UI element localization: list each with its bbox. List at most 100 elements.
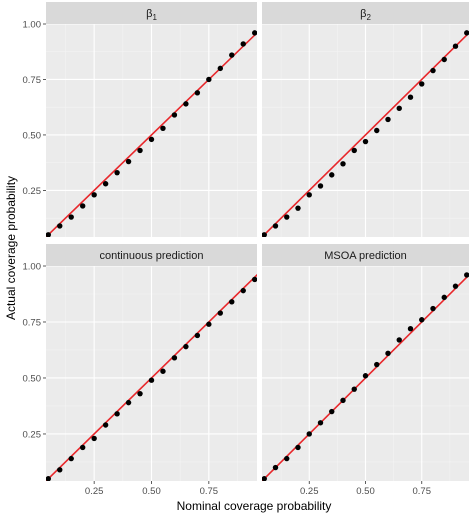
data-point	[317, 183, 324, 189]
data-point	[148, 136, 155, 143]
data-point	[272, 464, 279, 471]
y-axis-ticks: 0.25 0.50 0.75 1.00 0.25 0.50 0.75 1.00	[23, 20, 46, 440]
data-point	[252, 30, 257, 36]
data-point	[194, 90, 201, 96]
data-point	[68, 455, 74, 462]
reference-line	[46, 273, 257, 481]
data-point	[183, 101, 189, 107]
data-point	[452, 43, 459, 49]
data-point	[206, 321, 212, 327]
x-axis-title: Nominal coverage probability	[177, 499, 332, 513]
data-point	[464, 30, 469, 36]
x-axis-ticks: 0.25 0.50 0.75 0.25 0.50 0.75	[85, 481, 431, 497]
data-point	[441, 56, 447, 63]
facet-strip-label: β2	[360, 8, 371, 22]
data-point	[340, 397, 346, 404]
data-point	[125, 158, 132, 165]
facet-strip	[46, 244, 257, 266]
facet-strip-label: MSOA prediction	[324, 250, 407, 262]
data-point	[407, 326, 414, 332]
data-point	[329, 408, 335, 415]
data-point	[102, 422, 109, 428]
x-tick-label: 0.25	[300, 486, 319, 497]
y-axis-title: Actual coverage probability	[4, 176, 18, 320]
data-point	[317, 420, 324, 426]
x-tick-label: 0.75	[200, 486, 219, 497]
data-point	[374, 127, 380, 134]
data-point	[217, 310, 224, 316]
data-point	[57, 467, 63, 473]
facet-panel: β2	[262, 2, 469, 237]
y-tick-label: 0.75	[23, 75, 42, 86]
data-point	[79, 203, 86, 209]
facet-panels: β1 β2 continuous prediction MSOA prediction	[46, 2, 469, 481]
facet-strip	[262, 244, 469, 266]
x-tick-label: 0.50	[356, 486, 375, 497]
data-point	[385, 116, 391, 123]
data-point	[171, 355, 178, 361]
data-point	[306, 431, 312, 437]
data-point	[329, 172, 335, 178]
data-point	[385, 350, 391, 357]
data-point	[284, 455, 290, 462]
data-point	[452, 283, 459, 289]
data-point	[362, 373, 369, 379]
data-point	[295, 205, 301, 211]
data-point	[91, 435, 97, 442]
y-tick-label: 0.75	[23, 317, 42, 328]
data-point	[206, 76, 212, 83]
x-tick-label: 0.50	[142, 486, 161, 497]
data-point	[306, 192, 312, 198]
data-point	[272, 223, 279, 229]
x-tick-label: 0.75	[413, 486, 432, 497]
data-point	[183, 343, 189, 350]
data-point	[340, 161, 346, 167]
data-point	[114, 411, 120, 417]
data-point	[91, 192, 97, 198]
data-point	[229, 52, 235, 58]
facet-strip	[262, 2, 469, 24]
data-point	[284, 214, 290, 220]
data-point	[419, 81, 425, 87]
data-point	[79, 444, 86, 451]
data-point	[295, 444, 301, 451]
y-tick-label: 0.25	[23, 429, 42, 440]
facet-strip-label: β1	[146, 8, 157, 22]
data-point	[441, 294, 447, 301]
data-point	[68, 214, 74, 220]
data-point	[362, 138, 369, 145]
reference-line	[262, 31, 469, 237]
data-point	[262, 476, 267, 481]
facet-strip	[46, 2, 257, 24]
facet-panel: continuous prediction	[46, 244, 257, 481]
reference-line	[262, 273, 469, 481]
data-point	[217, 65, 224, 72]
data-point	[351, 386, 357, 392]
data-point	[194, 332, 201, 339]
data-point	[160, 125, 166, 131]
y-tick-label: 1.00	[23, 20, 42, 31]
data-point	[240, 41, 246, 47]
data-point	[464, 272, 469, 278]
data-point	[407, 94, 414, 100]
data-point	[229, 299, 235, 305]
data-point	[430, 67, 436, 74]
reference-line	[46, 31, 257, 237]
data-point	[171, 112, 178, 118]
data-point	[396, 105, 402, 112]
data-point	[351, 147, 357, 154]
data-point	[57, 223, 63, 229]
facet-panel: MSOA prediction	[262, 244, 469, 481]
data-point	[137, 390, 143, 397]
data-point	[430, 305, 436, 312]
y-tick-label: 0.50	[23, 130, 42, 141]
facet-panel: β1	[46, 2, 257, 237]
data-point	[46, 232, 51, 237]
data-point	[396, 337, 402, 343]
data-point	[262, 232, 267, 237]
data-point	[252, 276, 257, 283]
data-point	[114, 169, 120, 176]
y-tick-label: 0.25	[23, 186, 42, 197]
data-point	[46, 476, 51, 481]
